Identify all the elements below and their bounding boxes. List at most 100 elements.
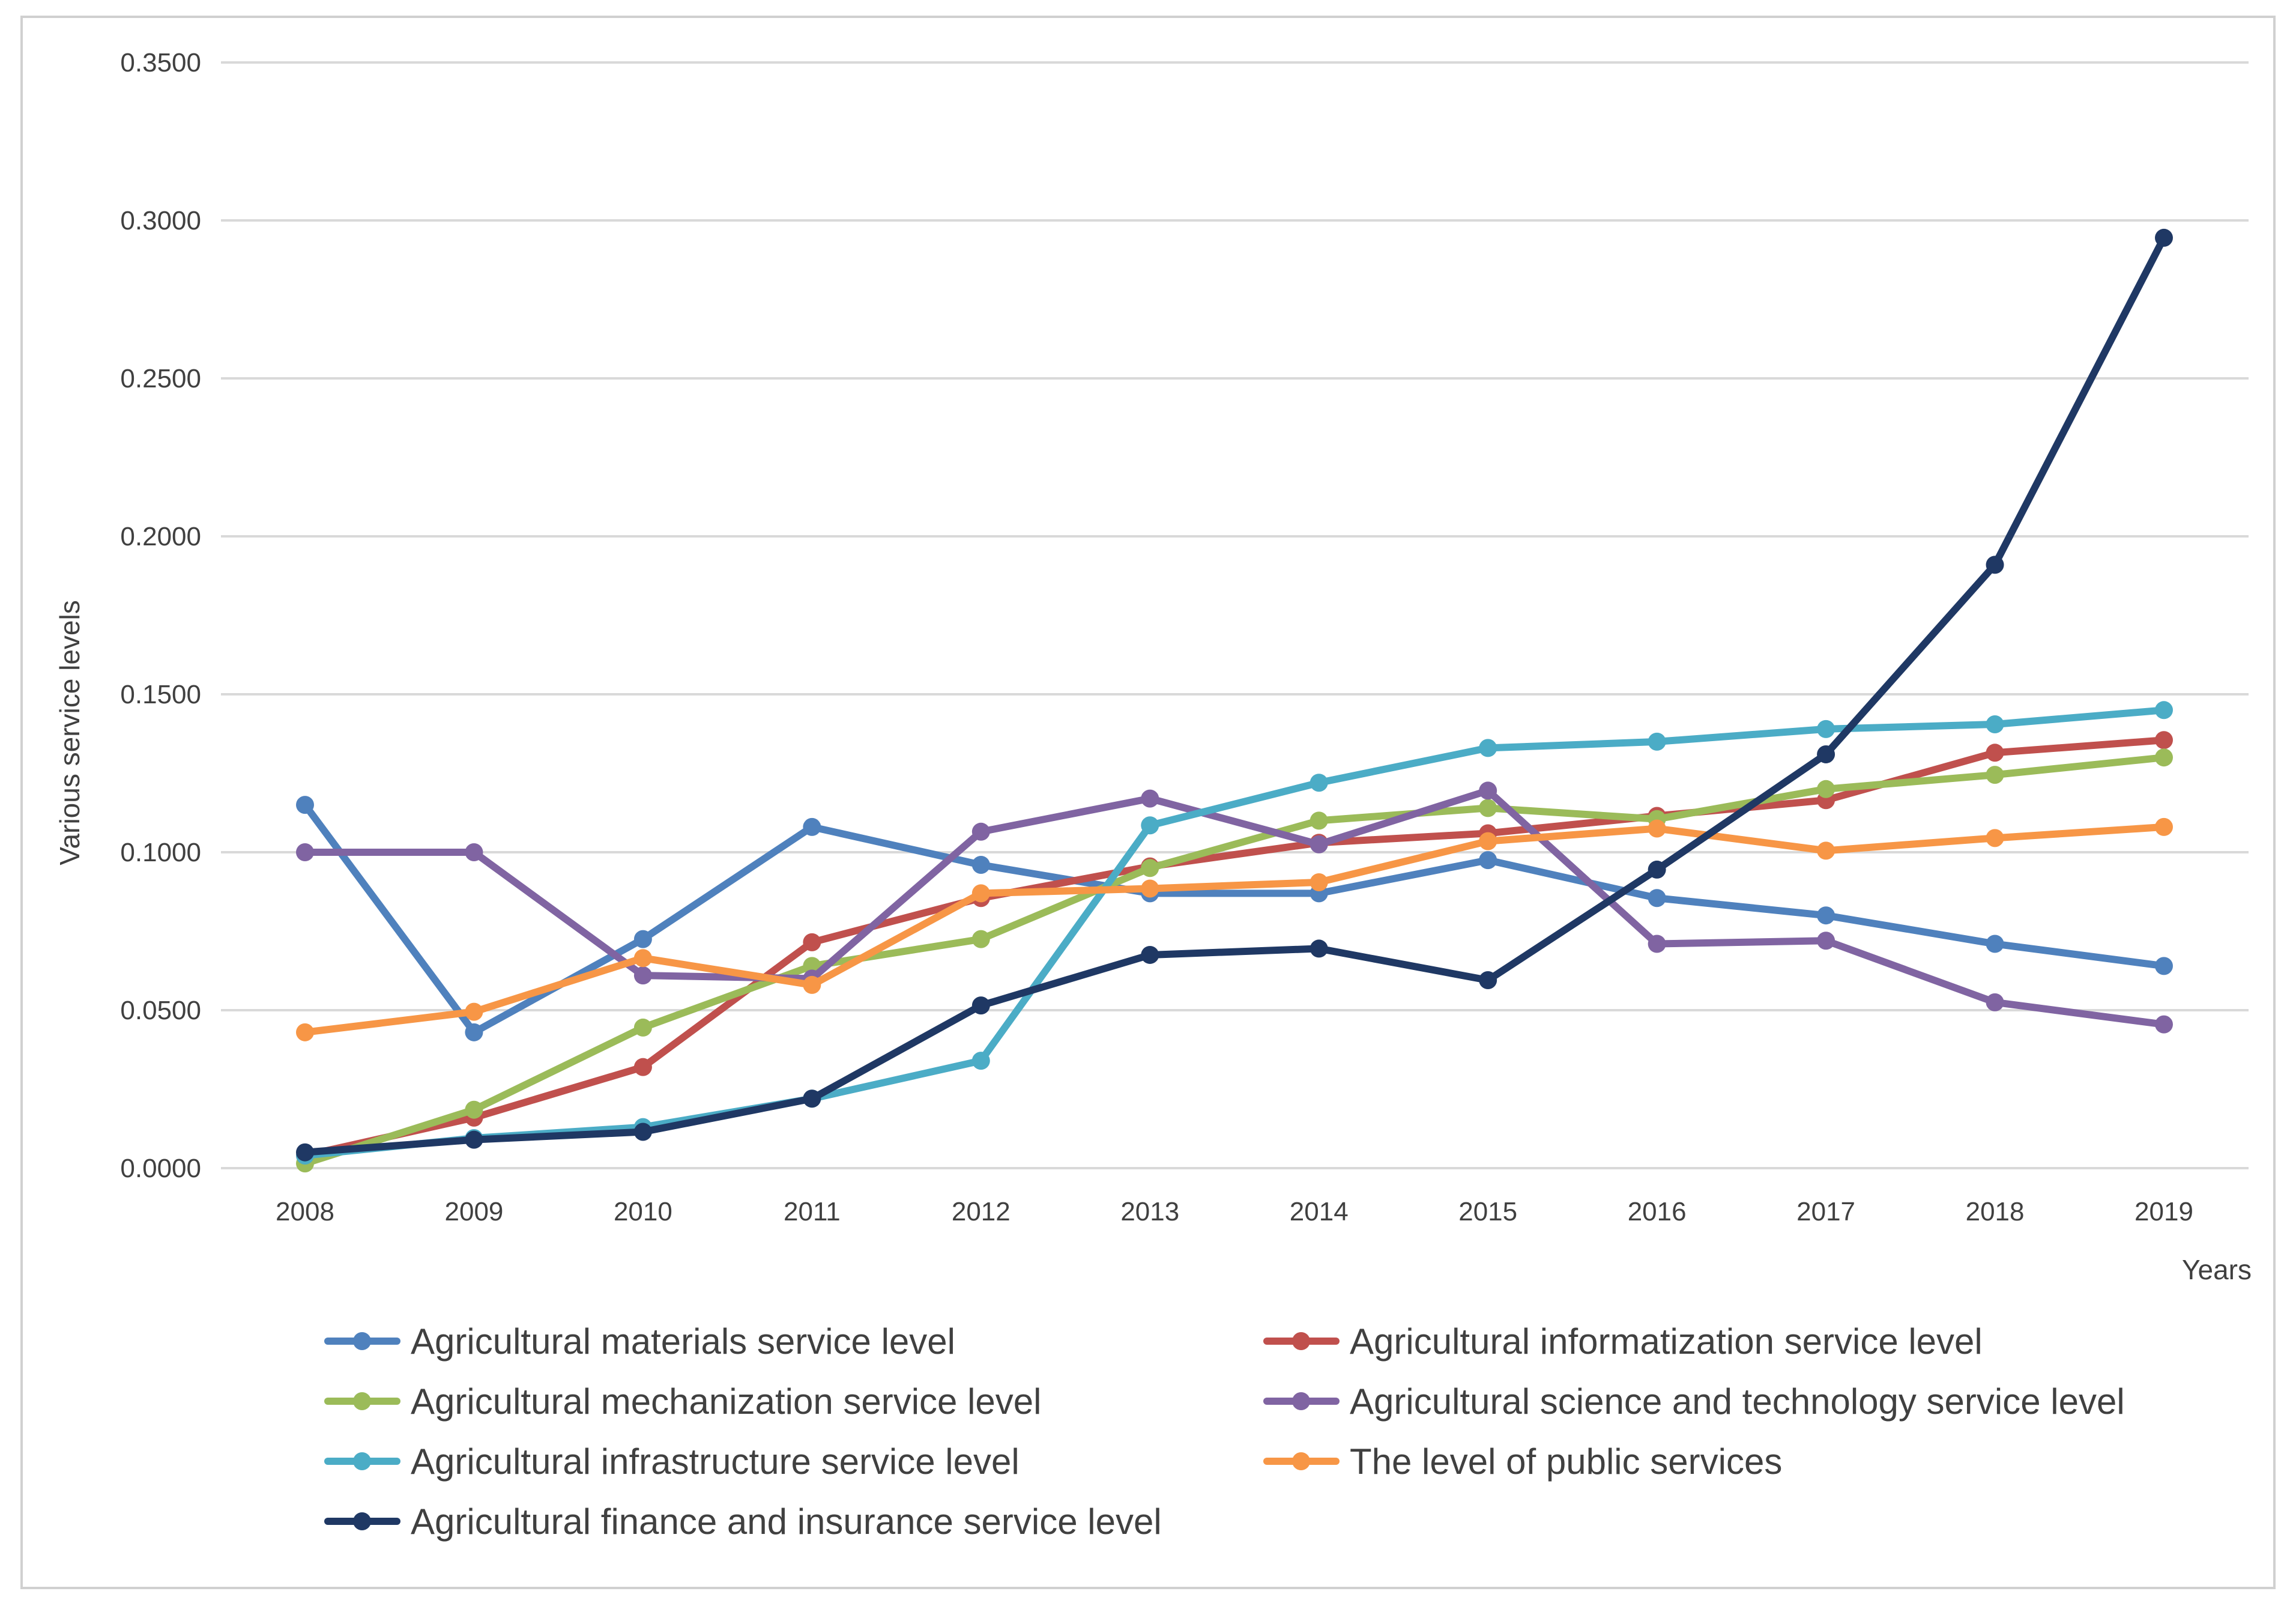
y-tick-label: 0.1500 [120,680,201,709]
x-tick-label: 2012 [952,1197,1011,1226]
data-point [1310,835,1328,853]
legend-item: Agricultural informatization service lev… [1263,1321,1983,1362]
series-5 [296,701,2173,1165]
x-tick-label: 2015 [1458,1197,1517,1226]
data-point [2155,748,2173,767]
data-point [633,1123,652,1141]
data-point [1817,841,1835,860]
data-point [1141,879,1159,898]
data-point [465,1130,483,1149]
data-point [2155,1015,2173,1034]
legend-label: Agricultural infrastructure service leve… [411,1441,1020,1482]
legend-label: Agricultural materials service level [411,1321,955,1362]
data-point [971,856,990,874]
data-point [1986,935,2004,953]
series-line [301,706,2168,1159]
x-tick-label: 2013 [1120,1197,1179,1226]
legend-swatch-marker [1292,1452,1310,1470]
data-point [1986,715,2004,733]
x-tick-label: 2016 [1628,1197,1687,1226]
legend-swatch-marker [353,1332,371,1350]
series-lines [296,228,2173,1173]
data-point [803,817,821,836]
data-point [633,1018,652,1037]
data-point [633,966,652,985]
data-point [1648,889,1666,908]
y-tick-label: 0.1000 [120,838,201,867]
legend-label: The level of public services [1350,1441,1782,1482]
series-2 [296,731,2173,1165]
x-tick-label: 2017 [1796,1197,1855,1226]
series-line [301,754,2168,1168]
legend-swatch-marker [1292,1332,1310,1350]
y-axis-title: Various service levels [54,600,85,865]
data-point [2155,701,2173,720]
data-point [1310,811,1328,830]
x-tick-label: 2018 [1966,1197,2025,1226]
y-tick-label: 0.0000 [120,1154,201,1183]
data-point [971,884,990,903]
series-line [301,234,2168,1156]
data-point [296,843,314,861]
data-point [1986,829,2004,847]
legend-swatch-marker [353,1452,371,1470]
data-point [465,1100,483,1119]
data-point [1479,739,1497,757]
legend-item: Agricultural infrastructure service leve… [324,1441,1020,1482]
data-point [2155,957,2173,975]
y-tick-label: 0.0500 [120,996,201,1025]
legend-label: Agricultural informatization service lev… [1350,1321,1983,1362]
series-4 [296,781,2173,1034]
legend-swatch-marker [1292,1392,1310,1410]
data-point [1817,780,1835,798]
data-point [1479,971,1497,990]
data-point [1648,819,1666,838]
series-line [301,801,2168,1036]
data-point [1141,945,1159,964]
data-point [1986,744,2004,762]
legend-swatch-marker [353,1512,371,1530]
data-point [1479,851,1497,870]
data-point [971,930,990,948]
data-point [1648,860,1666,879]
y-tick-label: 0.2000 [120,522,201,551]
series-7 [296,228,2173,1162]
x-tick-label: 2009 [445,1197,504,1226]
data-point [633,1058,652,1076]
data-point [2155,731,2173,750]
data-point [1986,556,2004,574]
data-point [971,996,990,1015]
series-line [301,823,2168,1036]
series-1 [296,796,2173,1041]
axes: 0.0000 0.0500 0.1000 0.1500 0.2000 0.2500 0.30… [120,48,2193,1226]
legend-item: The level of public services [1263,1441,1782,1482]
data-point [1141,816,1159,835]
data-point [1479,832,1497,850]
legend-item: Agricultural finance and insurance servi… [324,1501,1162,1542]
data-point [633,930,652,948]
data-point [2155,817,2173,836]
data-point [2155,228,2173,247]
data-point [1817,906,1835,925]
legend-item: Agricultural materials service level [324,1321,955,1362]
legend: Agricultural materials service level Agri… [324,1321,2125,1542]
data-point [1817,745,1835,763]
legend-swatch-marker [353,1392,371,1410]
data-point [1648,732,1666,751]
data-point [803,975,821,994]
data-point [803,1089,821,1108]
legend-item: Agricultural mechanization service level [324,1381,1041,1422]
data-point [971,1052,990,1070]
legend-label: Agricultural science and technology serv… [1350,1381,2125,1422]
data-point [803,933,821,951]
data-point [1141,859,1159,877]
data-point [296,1023,314,1041]
x-tick-label: 2010 [614,1197,672,1226]
legend-item: Agricultural science and technology serv… [1263,1381,2125,1422]
data-point [1310,873,1328,891]
data-point [1986,993,2004,1011]
data-point [1310,774,1328,792]
data-point [1817,932,1835,950]
series-6 [296,817,2173,1041]
data-point [296,1143,314,1162]
